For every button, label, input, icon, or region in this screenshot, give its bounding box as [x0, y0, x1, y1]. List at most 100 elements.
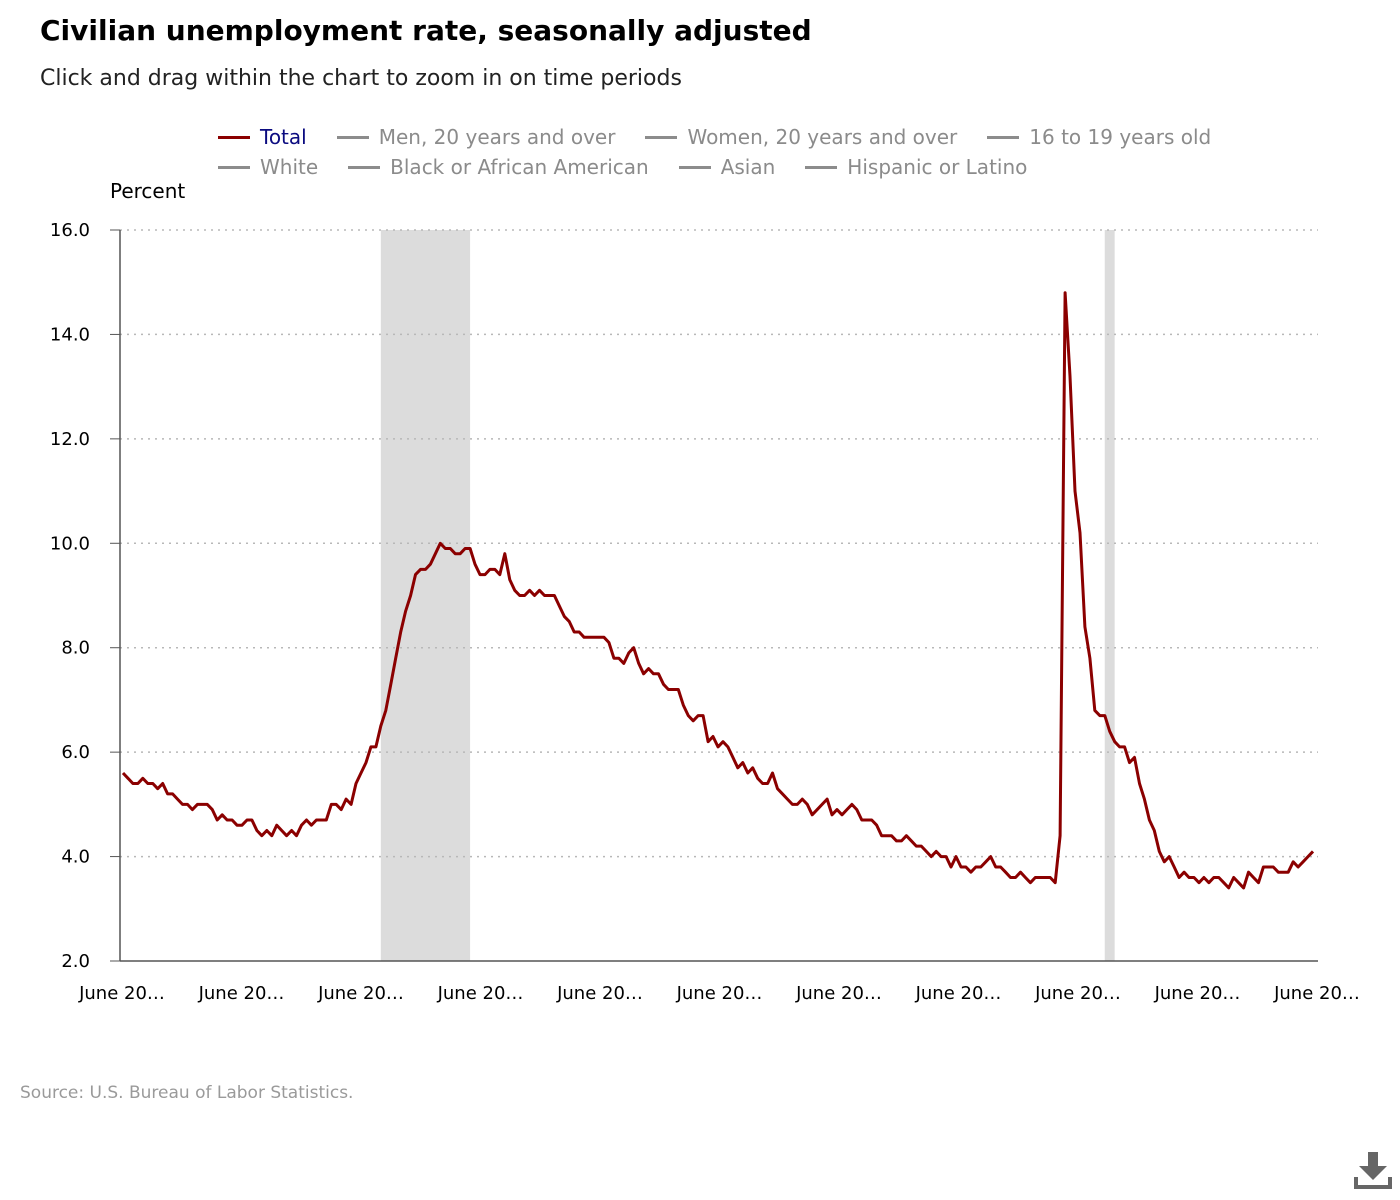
legend-item-16-19[interactable]: 16 to 19 years old [987, 125, 1211, 149]
data-point[interactable] [353, 780, 359, 786]
legend-item-white[interactable]: White [218, 155, 318, 179]
data-point[interactable] [150, 780, 156, 786]
data-point[interactable] [259, 833, 265, 839]
data-point[interactable] [214, 817, 220, 823]
data-point[interactable] [457, 551, 463, 557]
data-point[interactable] [378, 723, 384, 729]
data-point[interactable] [279, 827, 285, 833]
data-point[interactable] [140, 775, 146, 781]
data-point[interactable] [775, 786, 781, 792]
data-point[interactable] [928, 854, 934, 860]
data-point[interactable] [933, 848, 939, 854]
data-point[interactable] [740, 760, 746, 766]
data-point[interactable] [854, 807, 860, 813]
data-point[interactable] [1102, 713, 1108, 719]
data-point[interactable] [512, 587, 518, 593]
legend-item-black[interactable]: Black or African American [348, 155, 649, 179]
data-point[interactable] [299, 822, 305, 828]
data-point[interactable] [1072, 488, 1078, 494]
data-point[interactable] [1141, 796, 1147, 802]
data-point[interactable] [626, 650, 632, 656]
data-point[interactable] [1300, 859, 1306, 865]
data-point[interactable] [1176, 874, 1182, 880]
data-point[interactable] [160, 780, 166, 786]
data-point[interactable] [943, 854, 949, 860]
data-point[interactable] [447, 546, 453, 552]
data-point[interactable] [1246, 869, 1252, 875]
data-point[interactable] [1251, 874, 1257, 880]
data-point[interactable] [601, 634, 607, 640]
data-point[interactable] [427, 561, 433, 567]
data-point[interactable] [918, 843, 924, 849]
data-point[interactable] [685, 713, 691, 719]
legend-item-total[interactable]: Total [218, 125, 307, 149]
data-point[interactable] [358, 770, 364, 776]
data-point[interactable] [1062, 290, 1068, 296]
data-point[interactable] [1216, 874, 1222, 880]
data-point[interactable] [1305, 854, 1311, 860]
data-point[interactable] [1017, 869, 1023, 875]
data-point[interactable] [566, 619, 572, 625]
data-point[interactable] [819, 801, 825, 807]
data-point[interactable] [135, 780, 141, 786]
data-point[interactable] [1196, 880, 1202, 886]
data-point[interactable] [1290, 859, 1296, 865]
data-point[interactable] [809, 812, 815, 818]
data-point[interactable] [527, 587, 533, 593]
data-point[interactable] [413, 572, 419, 578]
data-point[interactable] [537, 587, 543, 593]
data-point[interactable] [204, 801, 210, 807]
data-point[interactable] [561, 613, 567, 619]
data-point[interactable] [522, 593, 528, 599]
data-point[interactable] [576, 629, 582, 635]
data-point[interactable] [303, 817, 309, 823]
data-point[interactable] [1221, 880, 1227, 886]
data-point[interactable] [948, 864, 954, 870]
data-point[interactable] [1295, 864, 1301, 870]
data-point[interactable] [398, 629, 404, 635]
data-point[interactable] [715, 744, 721, 750]
data-point[interactable] [1146, 817, 1152, 823]
data-point[interactable] [690, 718, 696, 724]
data-point[interactable] [1171, 864, 1177, 870]
data-point[interactable] [284, 833, 290, 839]
data-point[interactable] [1112, 739, 1118, 745]
data-point[interactable] [1191, 874, 1197, 880]
data-point[interactable] [646, 666, 652, 672]
data-point[interactable] [606, 639, 612, 645]
data-point[interactable] [422, 566, 428, 572]
data-point[interactable] [730, 754, 736, 760]
data-point[interactable] [502, 551, 508, 557]
data-point[interactable] [869, 817, 875, 823]
data-point[interactable] [1231, 874, 1237, 880]
data-point[interactable] [1236, 880, 1242, 886]
data-point[interactable] [383, 707, 389, 713]
data-point[interactable] [343, 796, 349, 802]
data-point[interactable] [1201, 874, 1207, 880]
data-point[interactable] [1161, 859, 1167, 865]
legend-item-women[interactable]: Women, 20 years and over [645, 125, 957, 149]
data-point[interactable] [829, 812, 835, 818]
data-point[interactable] [408, 593, 414, 599]
data-point[interactable] [1241, 885, 1247, 891]
data-point[interactable] [269, 833, 275, 839]
data-point[interactable] [779, 791, 785, 797]
legend-item-asian[interactable]: Asian [678, 155, 775, 179]
data-point[interactable] [388, 681, 394, 687]
data-point[interactable] [333, 801, 339, 807]
data-point[interactable] [804, 801, 810, 807]
data-point[interactable] [998, 864, 1004, 870]
data-point[interactable] [983, 859, 989, 865]
data-point[interactable] [1226, 885, 1232, 891]
data-point[interactable] [1092, 707, 1098, 713]
data-point[interactable] [616, 655, 622, 661]
data-point[interactable] [641, 671, 647, 677]
data-point[interactable] [908, 838, 914, 844]
data-point[interactable] [1122, 744, 1128, 750]
data-point[interactable] [1022, 874, 1028, 880]
data-point[interactable] [1156, 848, 1162, 854]
data-point[interactable] [338, 807, 344, 813]
data-point[interactable] [294, 833, 300, 839]
data-point[interactable] [1047, 874, 1053, 880]
data-point[interactable] [745, 770, 751, 776]
